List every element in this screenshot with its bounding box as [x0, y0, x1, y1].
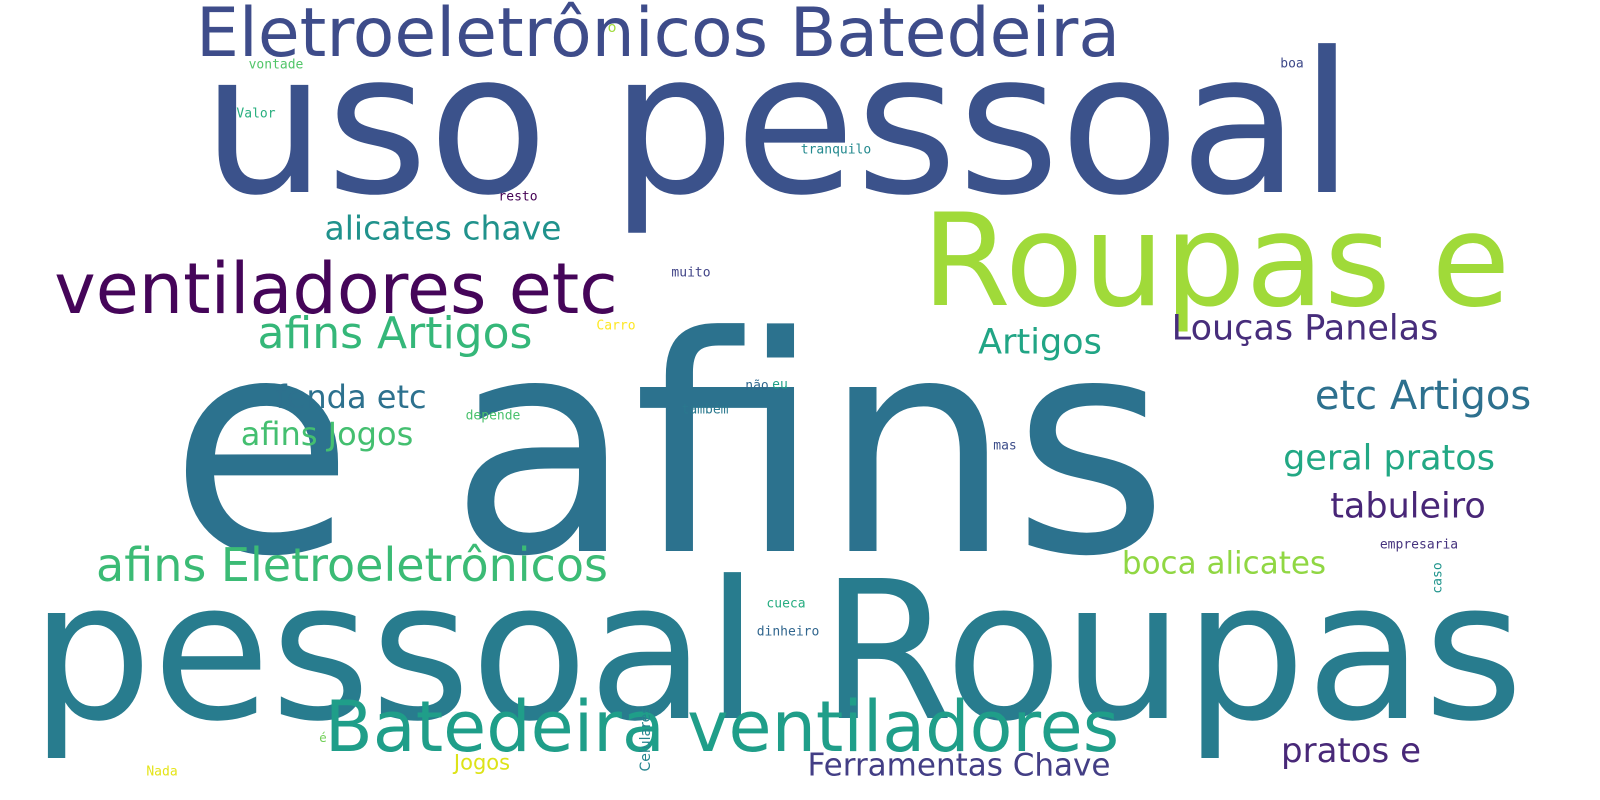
- word-afins-jogos: afins Jogos: [240, 415, 414, 453]
- word-afins-artigos: afins Artigos: [257, 308, 533, 359]
- word-o: o: [607, 20, 617, 36]
- word-celulares: Celulares: [638, 706, 654, 772]
- word-resto: resto: [498, 189, 538, 205]
- word-caso: caso: [1430, 562, 1446, 594]
- word-tranquilo: tranquilo: [800, 142, 872, 158]
- word-jogos: Jogos: [453, 750, 511, 775]
- word-muito: muito: [671, 265, 711, 281]
- word-uso-pessoal: uso pessoal: [201, 11, 1355, 239]
- word-batedeira-ventiladores: Batedeira ventiladores: [324, 686, 1120, 768]
- word-boa: boa: [1280, 56, 1304, 72]
- word-valor: Valor: [236, 106, 276, 122]
- word-e-accent: é: [319, 731, 327, 745]
- word-pessoal-roupas: pessoal Roupas: [30, 541, 1524, 764]
- word-tambem: também: [681, 402, 729, 418]
- word-depende: depende: [465, 408, 521, 424]
- word-cueca: cueca: [766, 596, 806, 612]
- word-tabuleiro: tabuleiro: [1330, 486, 1486, 527]
- word-ferramentas-chave: Ferramentas Chave: [807, 747, 1111, 784]
- word-artigos: Artigos: [978, 322, 1102, 363]
- word-carro: Carro: [596, 318, 636, 334]
- word-mas: mas: [993, 438, 1017, 454]
- word-alicates-chave: alicates chave: [324, 208, 562, 248]
- word-dinheiro: dinheiro: [756, 624, 820, 640]
- word-eu: eu: [772, 377, 788, 393]
- word-etc-artigos: etc Artigos: [1314, 373, 1532, 419]
- word-vontade: vontade: [248, 57, 304, 73]
- word-nada: Nada: [146, 764, 178, 780]
- word-geral-pratos: geral pratos: [1283, 438, 1495, 479]
- word-roupas-e: Roupas e: [921, 187, 1511, 336]
- word-boca-alicates: boca alicates: [1121, 545, 1327, 582]
- word-nao: não: [745, 378, 769, 394]
- word-loucas-panelas: Louças Panelas: [1171, 308, 1439, 349]
- word-eletro-batedeira: Eletroeletrônicos Batedeira: [195, 0, 1121, 73]
- word-ventiladores-etc: ventiladores etc: [54, 248, 618, 330]
- word-afins-eletro: afins Eletroeletrônicos: [96, 538, 608, 592]
- word-pratos-e: pratos e: [1281, 731, 1421, 771]
- word-e-afins: e afins: [169, 273, 1169, 622]
- word-fenda-etc: fenda etc: [275, 378, 427, 416]
- word-empresaria: empresaria: [1379, 537, 1459, 553]
